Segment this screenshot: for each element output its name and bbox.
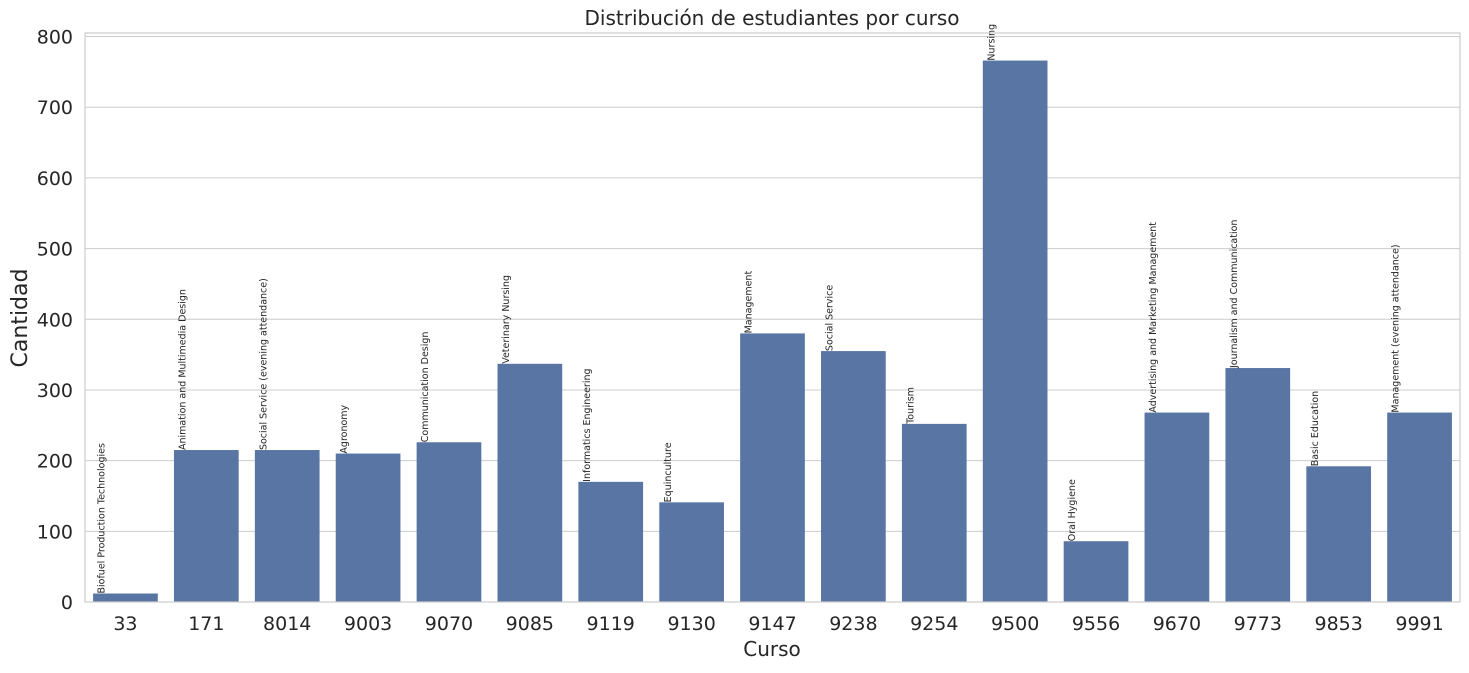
y-tick-labels: 0 100 200 300 400 500 600 700 800 <box>37 27 73 614</box>
bars-layer <box>93 60 1452 602</box>
x-tick-label: 171 <box>188 613 224 635</box>
bar <box>497 363 563 602</box>
x-tick-label: 9238 <box>829 613 877 635</box>
x-tick-label: 9853 <box>1314 613 1362 635</box>
y-tick-label: 0 <box>61 592 73 614</box>
bar <box>901 423 967 602</box>
bar <box>416 442 482 602</box>
bar <box>173 450 239 602</box>
x-tick-label: 9991 <box>1395 613 1443 635</box>
y-tick-label: 600 <box>37 168 73 190</box>
x-tick-label: 9670 <box>1153 613 1201 635</box>
bar-label: Social Service (evening attendance) <box>258 278 269 450</box>
y-tick-label: 100 <box>37 521 73 543</box>
bar-label: Social Service <box>825 285 836 351</box>
y-axis-label: Cantidad <box>8 269 33 368</box>
x-tick-label: 9773 <box>1234 613 1282 635</box>
x-tick-label: 33 <box>113 613 137 635</box>
bar-label: Agronomy <box>339 404 350 453</box>
x-tick-label: 9500 <box>991 613 1039 635</box>
x-tick-label: 9003 <box>344 613 392 635</box>
x-tick-label: 9085 <box>506 613 554 635</box>
bar <box>93 593 158 602</box>
bar <box>1225 368 1291 602</box>
bar-label: Management (evening attendance) <box>1391 244 1402 412</box>
bar <box>659 502 724 602</box>
x-axis-label: Curso <box>743 637 801 661</box>
bar <box>1306 466 1372 602</box>
bar-label: Tourism <box>905 387 916 425</box>
bar <box>578 481 644 602</box>
y-tick-label: 800 <box>37 27 73 49</box>
y-tick-label: 300 <box>37 380 73 402</box>
bar-label: Biofuel Production Technologies <box>97 443 108 593</box>
bar-label: Informatics Engineering <box>582 368 593 481</box>
x-tick-labels: 33 171 8014 9003 9070 9085 9119 9130 9147 9238 925… <box>113 613 1443 635</box>
x-tick-label: 9147 <box>748 613 796 635</box>
bar-label: Communication Design <box>420 332 431 443</box>
bar <box>982 60 1048 602</box>
bar-label: Advertising and Marketing Management <box>1148 222 1159 413</box>
bar-label: Oral Hygiene <box>1067 479 1078 541</box>
bar-label: Equinculture <box>663 442 674 502</box>
bar <box>1387 412 1452 602</box>
y-tick-label: 700 <box>37 97 73 119</box>
bar-label: Veterinary Nursing <box>501 275 512 364</box>
bar <box>254 450 320 602</box>
y-tick-label: 500 <box>37 239 73 261</box>
bar-labels-layer: Biofuel Production Technologies Animation… <box>97 24 1402 594</box>
y-tick-label: 200 <box>37 451 73 473</box>
x-tick-label: 8014 <box>263 613 311 635</box>
bar <box>740 333 805 602</box>
x-tick-label: 9070 <box>425 613 473 635</box>
bar-label: Nursing <box>986 24 997 61</box>
bar <box>1063 541 1129 602</box>
bar-label: Management <box>744 271 755 334</box>
bar <box>821 351 886 602</box>
bar <box>1144 412 1210 602</box>
x-tick-label: 9119 <box>587 613 635 635</box>
x-tick-label: 9130 <box>667 613 715 635</box>
bar-label: Journalism and Communication <box>1229 220 1240 370</box>
x-tick-label: 9556 <box>1072 613 1120 635</box>
y-tick-label: 400 <box>37 309 73 331</box>
plot-frame <box>84 32 1461 603</box>
bar-label: Animation and Multimedia Design <box>177 289 188 450</box>
bar <box>335 453 401 602</box>
chart-title: Distribución de estudiantes por curso <box>585 6 960 30</box>
x-tick-label: 9254 <box>910 613 958 635</box>
bar-label: Basic Education <box>1310 391 1321 466</box>
